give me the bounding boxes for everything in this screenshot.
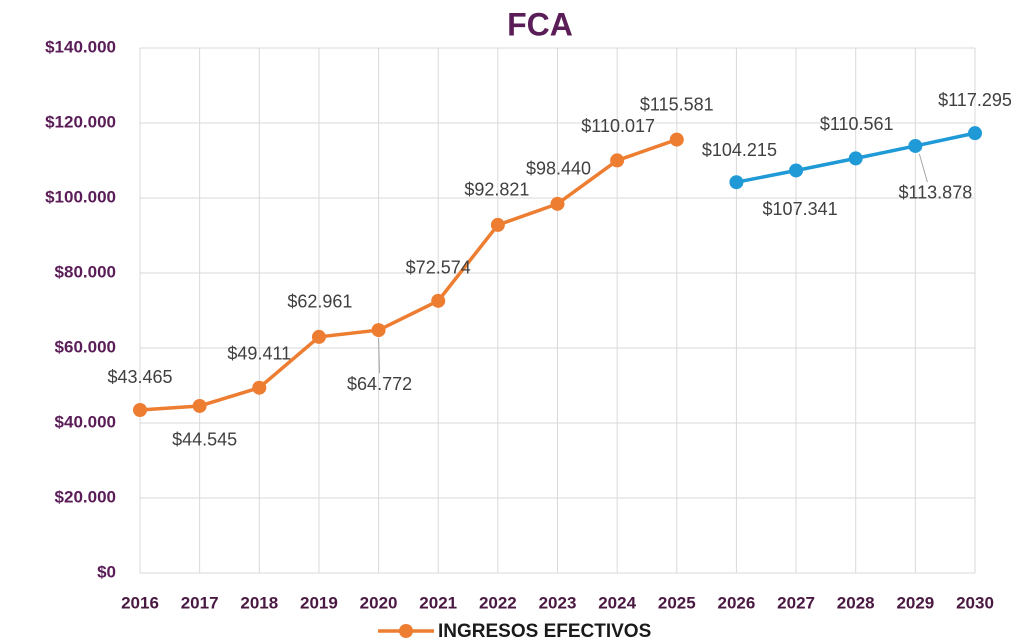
marker: [610, 153, 625, 168]
data-label: $43.465: [107, 367, 172, 387]
data-label: $110.017: [581, 116, 655, 136]
y-tick-label: $0: [97, 562, 116, 581]
x-tick-label: 2018: [240, 593, 278, 612]
marker: [252, 380, 267, 395]
x-tick-label: 2026: [718, 593, 756, 612]
data-label: $107.341: [763, 199, 838, 219]
marker: [848, 151, 863, 166]
y-tick-label: $120.000: [45, 112, 116, 131]
x-tick-label: 2023: [539, 593, 577, 612]
y-tick-label: $20.000: [55, 487, 116, 506]
y-tick-label: $100.000: [45, 187, 116, 206]
x-tick-label: 2024: [598, 593, 636, 612]
data-label: $104.215: [702, 140, 777, 160]
x-tick-label: 2017: [181, 593, 219, 612]
leader-line: [378, 338, 381, 374]
x-tick-label: 2020: [360, 593, 398, 612]
x-tick-label: 2021: [419, 593, 457, 612]
marker: [729, 175, 744, 190]
data-label: $113.878: [898, 183, 972, 203]
data-label: $98.440: [526, 159, 591, 179]
legend-marker: [399, 624, 413, 638]
marker: [490, 217, 505, 232]
x-tick-label: 2027: [777, 593, 815, 612]
x-tick-label: 2016: [121, 593, 159, 612]
chart-title: FCA: [507, 6, 573, 42]
marker: [968, 126, 982, 141]
marker: [431, 293, 446, 308]
x-tick-label: 2030: [956, 593, 994, 612]
data-label: $117.295: [938, 90, 1012, 110]
data-label: $110.561: [820, 114, 894, 134]
y-tick-label: $140.000: [45, 37, 116, 56]
y-tick-label: $40.000: [55, 412, 116, 431]
legend-label: INGRESOS EFECTIVOS: [438, 621, 651, 642]
marker: [192, 398, 207, 413]
marker: [371, 323, 386, 338]
data-label: $49.411: [227, 343, 291, 363]
data-label: $44.545: [172, 430, 237, 450]
y-tick-label: $80.000: [55, 262, 116, 281]
x-tick-label: 2028: [837, 593, 875, 612]
x-tick-label: 2029: [896, 593, 934, 612]
data-label: $64.772: [347, 374, 412, 394]
marker: [311, 329, 326, 344]
data-label: $115.581: [640, 94, 714, 114]
data-label: $62.961: [287, 292, 352, 312]
marker: [133, 403, 147, 418]
marker: [908, 138, 923, 153]
y-tick-label: $60.000: [55, 337, 116, 356]
data-label: $92.821: [464, 180, 529, 200]
data-label: $72.574: [406, 258, 471, 278]
x-tick-label: 2025: [658, 593, 696, 612]
marker: [550, 196, 565, 211]
marker: [789, 163, 804, 178]
line: [139, 137, 678, 412]
x-tick-label: 2022: [479, 593, 517, 612]
marker: [669, 132, 684, 147]
leader-line: [918, 153, 928, 183]
x-tick-label: 2019: [300, 593, 338, 612]
